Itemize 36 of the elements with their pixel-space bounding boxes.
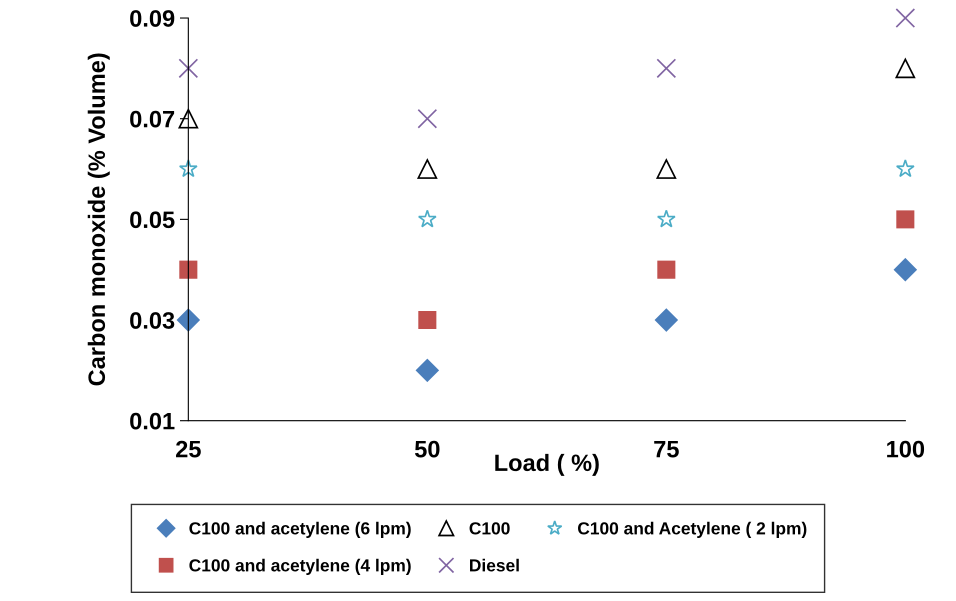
point (418, 311, 436, 330)
y-tick-label: 0.07 (130, 110, 174, 128)
y-tick-label: 0.03 (130, 312, 174, 329)
point (417, 108, 438, 129)
legend-label: Diesel (470, 558, 519, 572)
legend-label: C100 and Acetylene ( 2 lpm) (578, 522, 806, 538)
y-tick-label: 0.05 (130, 211, 174, 228)
point (179, 260, 198, 279)
point (656, 159, 676, 179)
x-tick-label: 25 (176, 440, 201, 458)
point (894, 258, 917, 282)
point (896, 159, 915, 178)
point (416, 358, 439, 382)
legend-label: C100 and acetylene (6 lpm) (189, 522, 411, 538)
point (654, 308, 678, 332)
point (176, 308, 200, 332)
y-tick-label: 0.09 (130, 10, 174, 27)
point (656, 58, 676, 78)
legend-label: C100 and acetylene (4 lpm) (189, 558, 411, 575)
point (895, 8, 916, 28)
point (656, 210, 676, 228)
y-tick-label: 0.01 (130, 412, 174, 430)
point (657, 260, 676, 279)
point (418, 210, 437, 228)
point (417, 159, 438, 179)
x-axis-title: Load ( %) (495, 454, 599, 476)
y-axis-title: Carbon monoxide (% Volume) (88, 53, 110, 386)
point (178, 58, 198, 78)
point (895, 58, 916, 78)
x-tick-label: 50 (414, 440, 440, 458)
x-tick-label: 100 (887, 440, 924, 458)
point (178, 108, 198, 129)
point (178, 159, 198, 178)
point (896, 210, 914, 228)
legend-label: C100 (470, 522, 510, 535)
x-tick-label: 75 (654, 441, 679, 458)
